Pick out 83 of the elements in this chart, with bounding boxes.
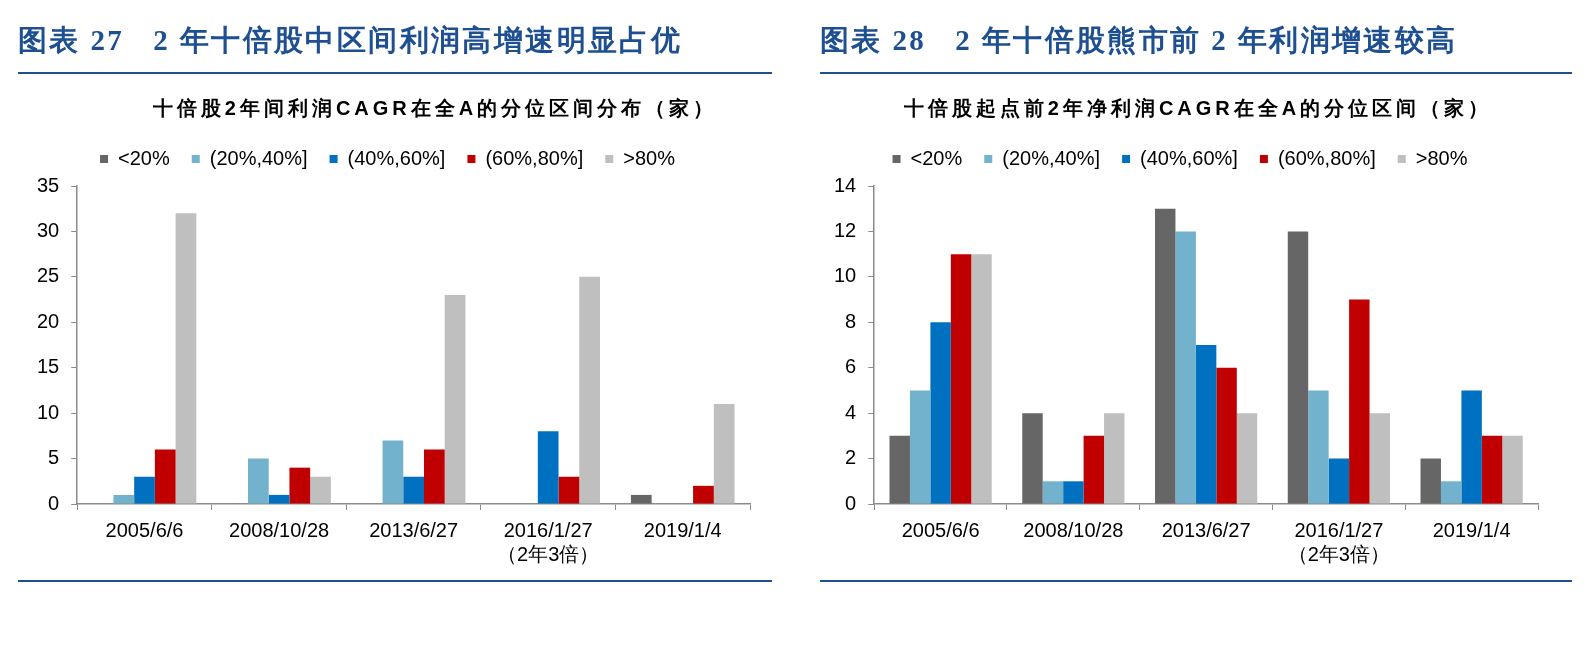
legend-label: (40%,60%]: [347, 146, 446, 169]
bar: [403, 476, 424, 504]
y-tick-label: 2: [845, 446, 857, 469]
x-tick-label: 2019/1/4: [643, 518, 722, 541]
bar: [579, 276, 600, 504]
x-tick-label: 2005/6/6: [105, 518, 184, 541]
bar: [693, 485, 714, 504]
bar: [113, 494, 135, 504]
bar: [444, 295, 466, 504]
bar: [268, 494, 290, 504]
y-tick-label: 0: [48, 491, 60, 514]
legend-label: (40%,60%]: [1140, 146, 1238, 169]
bar: [1287, 231, 1309, 504]
bar: [1042, 481, 1064, 504]
legend-label: >80%: [623, 146, 676, 169]
y-tick-label: 30: [37, 218, 60, 241]
bar: [382, 440, 404, 504]
legend-label: (20%,40%]: [209, 146, 308, 169]
legend-label: >80%: [1415, 146, 1468, 169]
bar: [1175, 231, 1196, 504]
y-tick-label: 4: [845, 400, 857, 423]
x-tick-label: 2013/6/27: [1161, 518, 1251, 541]
y-tick-label: 10: [37, 400, 60, 423]
x-tick-label: 2008/10/28: [1023, 518, 1124, 541]
y-tick-label: 12: [834, 218, 857, 241]
x-tick-label: 2016/1/27 （2年3倍）: [497, 518, 600, 565]
bar: [310, 476, 331, 504]
bar: [1022, 413, 1043, 504]
bar: [1083, 435, 1105, 504]
bar: [1369, 413, 1390, 504]
y-tick-label: 5: [48, 446, 60, 469]
y-tick-label: 15: [37, 355, 60, 378]
y-tick-label: 6: [845, 355, 857, 378]
bar: [247, 458, 269, 504]
bar: [1481, 435, 1503, 504]
bar: [1420, 458, 1441, 504]
bar: [1328, 458, 1350, 504]
bar: [1349, 299, 1370, 504]
x-tick-label: 2019/1/4: [1432, 518, 1511, 541]
y-tick-label: 0: [845, 491, 857, 514]
bar: [1308, 390, 1329, 504]
y-tick-label: 10: [834, 264, 857, 287]
bar: [1063, 481, 1084, 504]
bar: [1236, 413, 1258, 504]
bar: [175, 213, 197, 504]
bar: [971, 254, 992, 504]
bar: [1195, 345, 1217, 504]
bar: [1104, 413, 1125, 504]
x-tick-label: 2005/6/6: [901, 518, 980, 541]
bar: [889, 435, 910, 504]
bar: [909, 390, 931, 504]
bar: [1216, 367, 1237, 504]
bar: [1502, 435, 1523, 504]
bar: [289, 467, 311, 504]
x-tick-label: 2008/10/28: [229, 518, 330, 541]
y-tick-label: 8: [845, 309, 857, 332]
x-tick-label: 2013/6/27: [369, 518, 459, 541]
chart-title: 图表 28 2 年十倍股熊市前 2 年利润增速较高: [820, 23, 1458, 58]
chart-title: 图表 27 2 年十倍股中区间利润高增速明显占优: [18, 23, 683, 58]
bar: [1155, 208, 1176, 504]
bar: [630, 494, 652, 504]
bar: [134, 476, 155, 504]
y-tick-label: 14: [834, 173, 857, 196]
bar: [423, 449, 445, 504]
bar: [537, 431, 559, 504]
bar: [1440, 481, 1462, 504]
legend-label: (20%,40%]: [1002, 146, 1101, 169]
legend-label: <20%: [118, 146, 170, 169]
legend-label: (60%,80%]: [1277, 146, 1376, 169]
bar: [154, 449, 176, 504]
bar: [950, 254, 972, 504]
legend-label: (60%,80%]: [485, 146, 584, 169]
bar: [558, 476, 580, 504]
chart-subtitle: 十倍股起点前2年净利润CAGR在全A的分位区间（家）: [902, 96, 1494, 121]
bar: [930, 322, 951, 504]
chart-subtitle: 十倍股2年间利润CAGR在全A的分位区间分布（家）: [151, 96, 719, 121]
x-tick-label: 2016/1/27 （2年3倍）: [1287, 518, 1390, 565]
y-tick-label: 20: [37, 309, 60, 332]
y-tick-label: 35: [37, 173, 60, 196]
bar: [1461, 390, 1482, 504]
y-tick-label: 25: [37, 264, 60, 287]
bar: [713, 404, 735, 504]
legend-label: <20%: [910, 146, 963, 169]
